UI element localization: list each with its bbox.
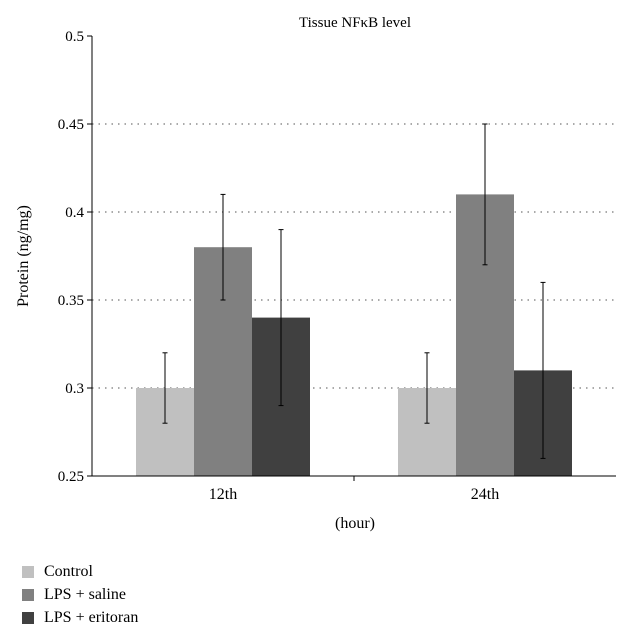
y-tick-label-0.25: 0.25 — [58, 469, 84, 485]
legend-item-lps-eritoran: LPS + eritoran — [22, 606, 138, 629]
legend-swatch-control — [22, 565, 34, 578]
legend-swatch-lps-eritoran — [22, 611, 34, 624]
y-tick-label-0.4: 0.4 — [65, 205, 84, 221]
legend-label-control: Control — [44, 562, 93, 580]
gridlines — [92, 123, 616, 389]
chart-title: Tissue NFκB level — [299, 15, 411, 31]
x-ticks: 12th 24th — [209, 476, 499, 503]
x-tick-label-12th: 12th — [209, 486, 237, 503]
legend-item-control: Control — [22, 560, 138, 583]
legend-label-lps-eritoran: LPS + eritoran — [44, 608, 139, 626]
bars — [136, 194, 572, 476]
legend: Control LPS + saline LPS + eritoran — [22, 560, 138, 629]
y-ticks: 0.25 0.3 0.35 0.4 0.45 0.5 — [58, 29, 92, 485]
y-axis-label: Protein (ng/mg) — [15, 205, 32, 307]
y-tick-label-0.3: 0.3 — [65, 381, 84, 397]
y-tick-label-0.45: 0.45 — [58, 117, 84, 133]
y-tick-label-0.35: 0.35 — [58, 293, 84, 309]
legend-label-lps-saline: LPS + saline — [44, 585, 126, 603]
y-tick-label-0.5: 0.5 — [65, 29, 84, 45]
error-bars — [162, 123, 546, 459]
bar-chart: Tissue NFκB level Protein (ng/mg) (hour)… — [15, 15, 616, 532]
x-tick-label-24th: 24th — [471, 486, 499, 503]
x-axis-label: (hour) — [335, 515, 375, 532]
legend-swatch-lps-saline — [22, 588, 34, 601]
legend-item-lps-saline: LPS + saline — [22, 583, 138, 606]
